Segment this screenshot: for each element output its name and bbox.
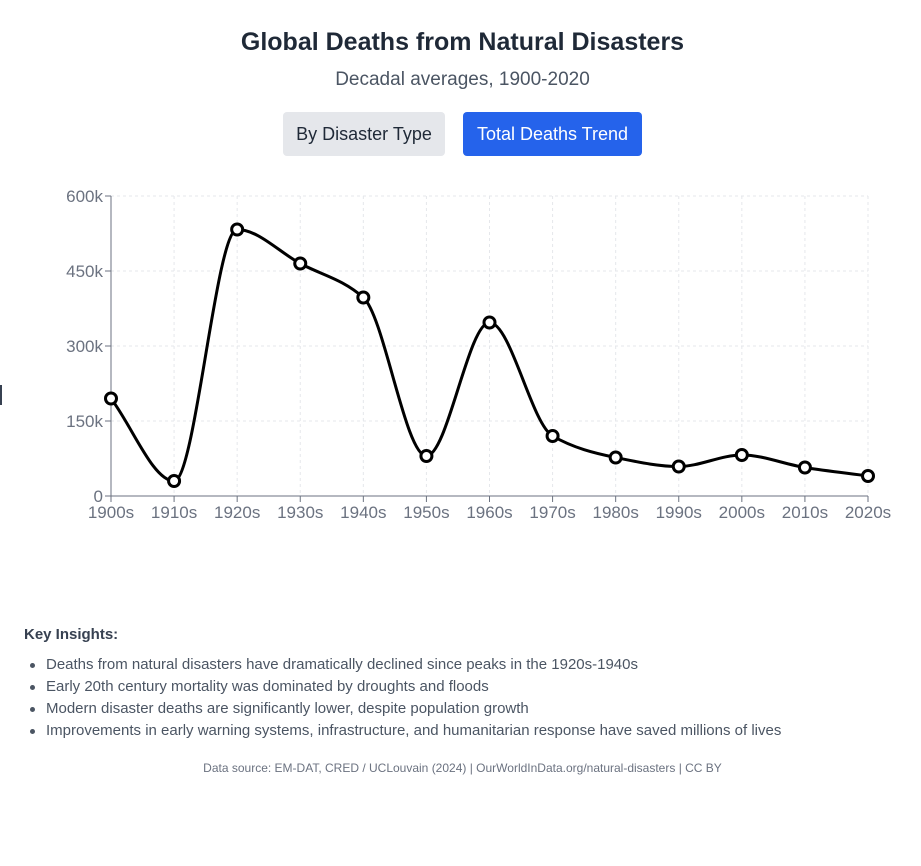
- total-deaths-trend-button[interactable]: Total Deaths Trend: [463, 112, 642, 156]
- insight-text: Modern disaster deaths are significantly…: [46, 700, 529, 717]
- data-point-2000s[interactable]: [734, 448, 749, 462]
- data-point-1900s[interactable]: [104, 391, 118, 406]
- insight-item: Early 20th century mortality was dominat…: [24, 676, 781, 698]
- x-tick-label: 1960s: [466, 503, 512, 522]
- data-point-1970s[interactable]: [545, 429, 560, 443]
- y-axis-ticks: 0 150k 300k 450k 600k: [66, 187, 111, 506]
- series-line-layer: [109, 227, 869, 483]
- by-disaster-type-button[interactable]: By Disaster Type: [283, 112, 445, 156]
- x-tick-label: 1910s: [151, 503, 197, 522]
- bullet-icon: [30, 729, 35, 734]
- insight-text: Early 20th century mortality was dominat…: [46, 678, 489, 695]
- x-tick-label: 1940s: [340, 503, 386, 522]
- x-tick-label: 2020s: [845, 503, 891, 522]
- insight-text: Deaths from natural disasters have drama…: [46, 656, 638, 673]
- x-tick-label: 1980s: [593, 503, 639, 522]
- x-tick-label: 1950s: [403, 503, 449, 522]
- x-tick-label: 2010s: [782, 503, 828, 522]
- y-tick-label: 300k: [66, 337, 103, 356]
- y-tick-label: 150k: [66, 412, 103, 431]
- bullet-icon: [30, 663, 35, 668]
- insight-text: Improvements in early warning systems, i…: [46, 722, 782, 739]
- x-axis-ticks: 1900s 1910s 1920s 1930s 1940s 1950s 1960s 1970s…: [88, 496, 891, 522]
- data-source-note: Data source: EM-DAT, CRED / UCLouvain (2…: [203, 761, 722, 775]
- series-line: [109, 227, 869, 483]
- x-tick-label: 1970s: [529, 503, 575, 522]
- insights-list: Deaths from natural disasters have drama…: [24, 654, 781, 742]
- data-point-1910s[interactable]: [167, 474, 182, 488]
- data-point-1950s[interactable]: [419, 449, 434, 463]
- data-point-1920s[interactable]: [230, 222, 245, 237]
- x-tick-label: 1990s: [656, 503, 702, 522]
- data-points: [104, 222, 875, 488]
- grid-lines: [111, 195, 869, 496]
- x-tick-label: 1920s: [214, 503, 260, 522]
- chart-subtitle: Decadal averages, 1900-2020: [335, 69, 590, 90]
- x-tick-label: 1930s: [277, 503, 323, 522]
- data-point-1990s[interactable]: [671, 459, 686, 474]
- data-point-1940s[interactable]: [356, 290, 371, 305]
- bullet-icon: [30, 685, 35, 690]
- y-tick-label: 0: [94, 487, 103, 506]
- data-point-1980s[interactable]: [608, 450, 623, 465]
- left-edge-marker: [0, 385, 2, 405]
- insight-item: Improvements in early warning systems, i…: [24, 720, 781, 742]
- bullet-icon: [30, 707, 35, 712]
- x-tick-label: 1900s: [88, 503, 134, 522]
- chart-title: Global Deaths from Natural Disasters: [240, 28, 685, 56]
- data-point-2010s[interactable]: [797, 460, 812, 475]
- data-point-1930s[interactable]: [293, 256, 308, 271]
- y-tick-label: 450k: [66, 262, 103, 281]
- insight-item: Deaths from natural disasters have drama…: [24, 654, 781, 676]
- data-point-1960s[interactable]: [482, 315, 497, 330]
- y-tick-label: 600k: [66, 187, 103, 206]
- x-tick-label: 2000s: [719, 503, 765, 522]
- insight-item: Modern disaster deaths are significantly…: [24, 698, 781, 720]
- data-point-2020s[interactable]: [861, 469, 875, 483]
- insights-title: Key Insights:: [24, 626, 119, 643]
